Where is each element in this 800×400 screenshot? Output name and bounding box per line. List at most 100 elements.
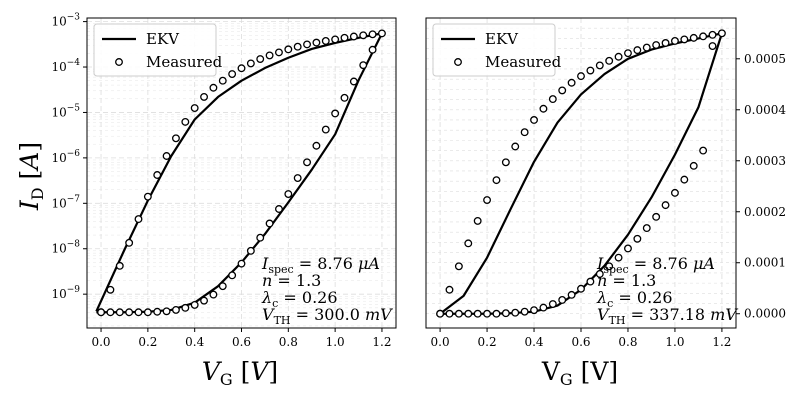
- left-x-tick-label-3: 0.6: [232, 335, 251, 349]
- right-measured-point-0-3: [464, 239, 473, 248]
- left-measured-point-1-26: [340, 93, 349, 102]
- right-measured-point-0-28: [699, 32, 708, 41]
- left-x-tick-label-1: 0.2: [138, 335, 157, 349]
- right-measured-point-1-3: [464, 309, 473, 318]
- left-measured-point-1-15: [237, 259, 246, 268]
- left-y-tick-label-3: 10−6: [51, 149, 80, 165]
- left-measured-point-1-27: [349, 77, 358, 86]
- right-measured-point-0-29: [708, 30, 717, 39]
- left-measured-point-1-10: [190, 300, 199, 309]
- left-annotation-lambda: λc = 0.26: [261, 288, 338, 310]
- left-x-tick-label-6: 1.2: [372, 335, 391, 349]
- right-x-tick-label-3: 0.6: [571, 335, 590, 349]
- right-measured-point-0-16: [586, 66, 595, 75]
- right-measured-point-0-23: [652, 41, 661, 49]
- left-y-tick-label-4: 10−5: [51, 103, 80, 119]
- left-measured-point-0-12: [209, 83, 218, 92]
- right-legend-box: [432, 23, 556, 77]
- left-measured-point-1-1: [106, 308, 115, 317]
- left-measured-point-1-13: [218, 282, 227, 291]
- right-measured-point-0-12: [548, 95, 557, 104]
- left-ticks: 0.0 0.2 0.4 0.6 0.8 1.0 1.2 10−9 10−8 10−7 10−6 10−…: [51, 13, 391, 349]
- left-measured-point-1-22: [303, 158, 311, 167]
- left-measured-point-1-17: [256, 233, 265, 242]
- right-x-axis-label: VG [V]: [541, 357, 618, 389]
- right-measured-point-0-19: [614, 52, 623, 61]
- left-measured-point-0-23: [312, 38, 321, 47]
- left-measured-point-0-24: [321, 37, 330, 45]
- right-measured-point-1-23: [652, 212, 661, 221]
- left-measured-point-0-15: [237, 64, 246, 73]
- right-x-tick-label-2: 0.4: [524, 335, 543, 349]
- left-measured-point-1-16: [246, 246, 255, 255]
- left-measured-point-1-9: [181, 303, 190, 312]
- right-measured-point-0-13: [558, 86, 567, 95]
- right-measured-point-0-17: [595, 61, 604, 70]
- left-x-tick-label-0: 0.0: [91, 335, 110, 349]
- left-measured-point-0-22: [303, 40, 311, 49]
- left-measured-point-1-7: [162, 307, 171, 316]
- right-measured-point-0-26: [680, 35, 689, 44]
- left-measured-point-0-8: [171, 134, 180, 143]
- right-measured-point-0-18: [605, 56, 614, 65]
- left-measured-point-1-23: [312, 141, 321, 150]
- left-measured-point-1-20: [284, 190, 293, 198]
- left-annotation-vth: VTH = 300.0 mV: [262, 305, 393, 327]
- right-measured-point-1-24: [661, 201, 670, 210]
- left-legend-ekv-label: EKV: [146, 30, 180, 48]
- left-measured-point-0-21: [293, 42, 302, 51]
- right-measured-point-1-14: [567, 290, 576, 299]
- left-measured-point-0-19: [275, 48, 283, 57]
- right-annotation-lambda: λc = 0.26: [596, 288, 673, 310]
- right-measured-point-0-25: [670, 36, 679, 45]
- right-legend-measured-swatch: [454, 58, 462, 66]
- right-measured-point-0-27: [689, 33, 698, 42]
- right-measured-point-0-24: [661, 39, 670, 47]
- left-measured-point-0-29: [368, 30, 377, 39]
- right-measured-point-0-7: [501, 158, 510, 167]
- left-measured-point-1-0: [97, 308, 105, 317]
- left-measured-point-1-28: [359, 61, 368, 70]
- right-measured-point-1-12: [548, 300, 557, 308]
- left-y-tick-label-6: 10−3: [51, 13, 80, 29]
- right-measured-point-0-21: [633, 46, 642, 55]
- right-measured-point-1-8: [511, 308, 520, 317]
- right-measured-point-1-16: [586, 277, 595, 286]
- right-legend-ekv-label: EKV: [485, 30, 519, 48]
- left-measured-point-0-9: [181, 117, 190, 126]
- left-measured-point-0-25: [331, 35, 340, 44]
- left-measured-point-1-11: [200, 296, 208, 305]
- right-measured-point-1-17: [595, 270, 604, 278]
- left-measured-point-0-30: [378, 29, 386, 38]
- left-measured-point-0-26: [340, 33, 349, 42]
- left-legend-measured-label: Measured: [146, 53, 223, 71]
- right-measured-point-1-19: [614, 253, 623, 262]
- left-x-tick-label-4: 0.8: [279, 335, 298, 349]
- left-measured-point-1-4: [134, 308, 143, 317]
- right-measured-point-0-30: [717, 29, 726, 38]
- right-x-tick-label-0: 0.0: [431, 335, 450, 349]
- left-x-tick-label-2: 0.4: [185, 335, 204, 349]
- right-measured-point-1-22: [642, 224, 651, 233]
- right-measured-point-1-10: [530, 306, 538, 315]
- left-measured-point-1-19: [275, 205, 283, 213]
- right-measured-point-1-9: [520, 307, 529, 316]
- right-legend: EKV Measured: [432, 23, 562, 77]
- right-x-tick-label-4: 0.8: [618, 335, 637, 349]
- left-measured-point-0-18: [265, 51, 274, 60]
- left-measured-point-0-5: [143, 192, 152, 201]
- right-measured-point-0-2: [454, 262, 463, 271]
- left-measured-point-1-3: [125, 308, 134, 317]
- left-x-axis-label: VG [V]: [202, 357, 278, 389]
- right-measured-point-0-22: [642, 43, 651, 52]
- right-x-tick-label-6: 1.2: [712, 335, 731, 349]
- left-measured-point-1-18: [265, 219, 274, 228]
- left-measured-point-1-24: [321, 125, 330, 134]
- panel-right-linear: 0.0 0.2 0.4 0.6 0.8 1.0 1.2 0.0000 0.0001 0.0002 0…: [425, 17, 786, 349]
- right-measured-point-1-5: [483, 309, 492, 318]
- right-measured-point-1-13: [558, 296, 567, 304]
- right-y-tick-label-2: 0.0002: [744, 205, 786, 219]
- left-x-tick-label-5: 1.0: [326, 335, 345, 349]
- left-measured-point-0-14: [228, 70, 237, 79]
- left-y-tick-label-0: 10−9: [51, 285, 80, 301]
